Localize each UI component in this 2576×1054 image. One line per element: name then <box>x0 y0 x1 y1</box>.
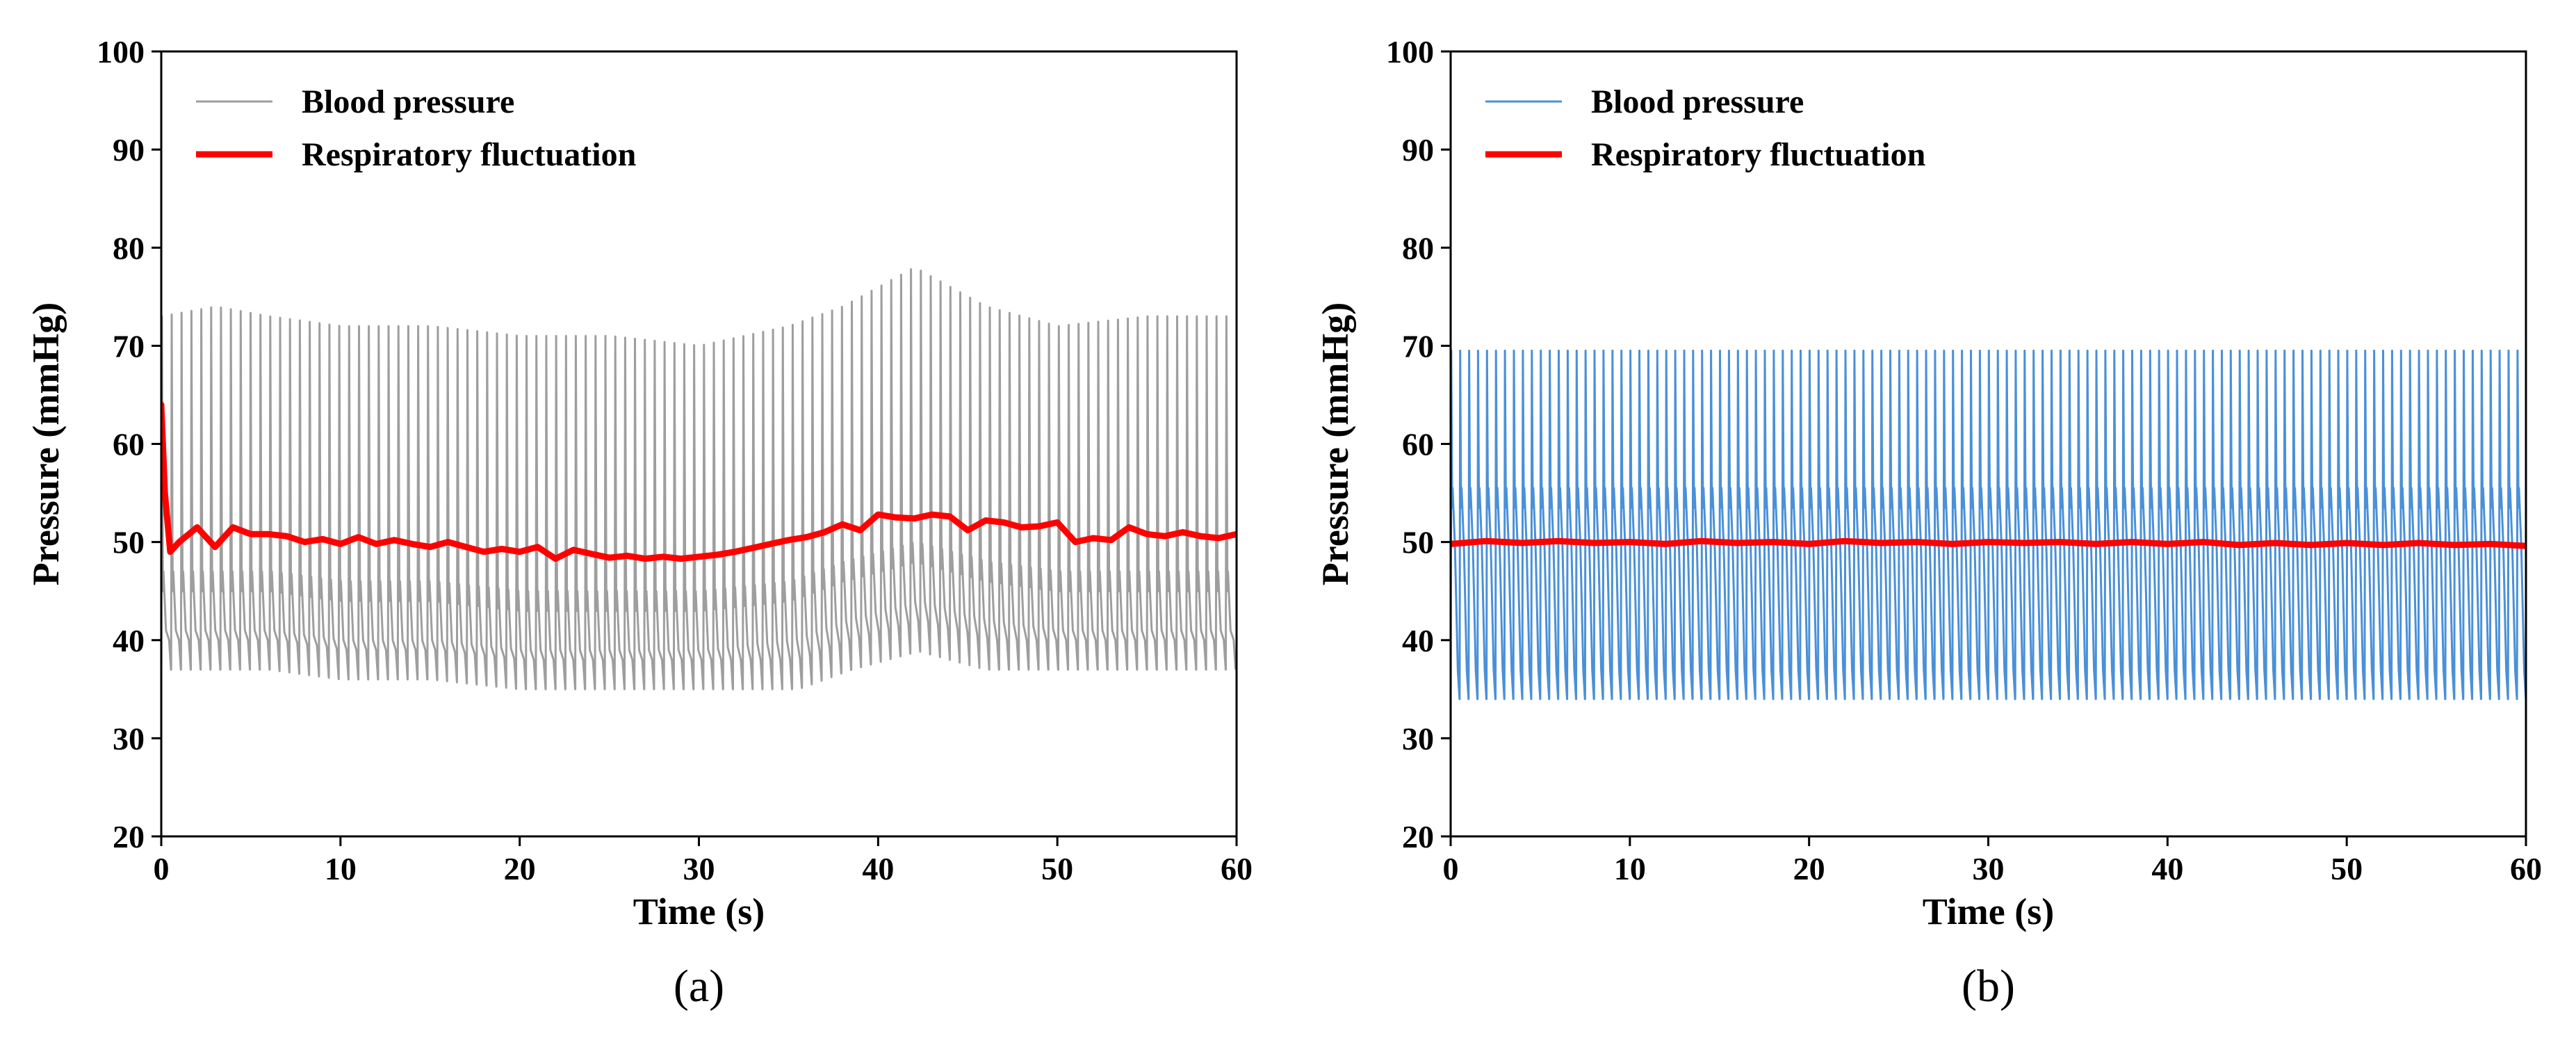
legend-label: Blood pressure <box>1591 83 1804 120</box>
y-tick-label: 70 <box>113 328 145 364</box>
x-tick-label: 40 <box>2151 851 2183 886</box>
y-tick-label: 50 <box>113 525 145 560</box>
y-tick-label: 40 <box>113 623 145 658</box>
x-tick-label: 60 <box>1221 851 1253 886</box>
legend-label: Respiratory fluctuation <box>1591 136 1925 173</box>
y-tick-label: 80 <box>1402 230 1434 266</box>
legend-label: Blood pressure <box>302 83 514 120</box>
y-axis-label: Pressure (mmHg) <box>25 302 67 585</box>
legend: Blood pressure Respiratory fluctuation <box>196 83 636 173</box>
x-axis-label: Time (s) <box>1923 891 2054 932</box>
y-tick-label: 50 <box>1402 525 1434 560</box>
plot-area <box>1451 349 2526 700</box>
x-axis-label: Time (s) <box>633 891 765 932</box>
x-tick-label: 0 <box>1443 851 1459 886</box>
legend-label: Respiratory fluctuation <box>302 136 636 173</box>
x-tick-label: 30 <box>1973 851 2005 886</box>
panel-b: 20 30 40 50 60 70 80 90 100 0 10 20 30 40 50 60 Time (s)… <box>1314 34 2542 1012</box>
blood-pressure-series-line <box>1451 349 2526 700</box>
plot-area <box>161 268 1237 690</box>
blood-pressure-series-line <box>161 268 1237 690</box>
y-tick-label: 20 <box>1402 819 1434 854</box>
y-tick-label: 100 <box>97 34 145 70</box>
respiratory-fluctuation-series-line <box>1451 537 2526 549</box>
y-tick-label: 40 <box>1402 623 1434 658</box>
x-tick-label: 10 <box>325 851 357 886</box>
x-tick-label: 10 <box>1614 851 1646 886</box>
x-tick-label: 20 <box>1793 851 1825 886</box>
y-tick-label: 60 <box>113 427 145 462</box>
x-tick-label: 30 <box>683 851 715 886</box>
y-tick-label: 30 <box>113 721 145 756</box>
y-tick-label: 100 <box>1386 34 1434 70</box>
y-tick-label: 80 <box>113 230 145 266</box>
legend: Blood pressure Respiratory fluctuation <box>1485 83 1925 173</box>
x-tick-label: 40 <box>862 851 894 886</box>
panel-label: (b) <box>1962 961 2015 1012</box>
y-tick-label: 90 <box>113 132 145 168</box>
panel-a: 20 30 40 50 60 70 80 90 100 0 10 20 30 40 50 60 Time (s)… <box>25 34 1253 1012</box>
panel-label: (a) <box>674 961 724 1012</box>
y-axis-label: Pressure (mmHg) <box>1314 302 1356 585</box>
x-tick-label: 50 <box>1041 851 1073 886</box>
x-tick-label: 60 <box>2510 851 2542 886</box>
x-tick-label: 0 <box>154 851 170 886</box>
x-tick-label: 50 <box>2331 851 2363 886</box>
y-tick-label: 70 <box>1402 328 1434 364</box>
y-tick-label: 20 <box>113 819 145 854</box>
y-tick-label: 60 <box>1402 427 1434 462</box>
y-tick-label: 90 <box>1402 132 1434 168</box>
x-tick-label: 20 <box>504 851 536 886</box>
y-tick-label: 30 <box>1402 721 1434 756</box>
respiratory-fluctuation-series-line <box>161 401 1237 562</box>
